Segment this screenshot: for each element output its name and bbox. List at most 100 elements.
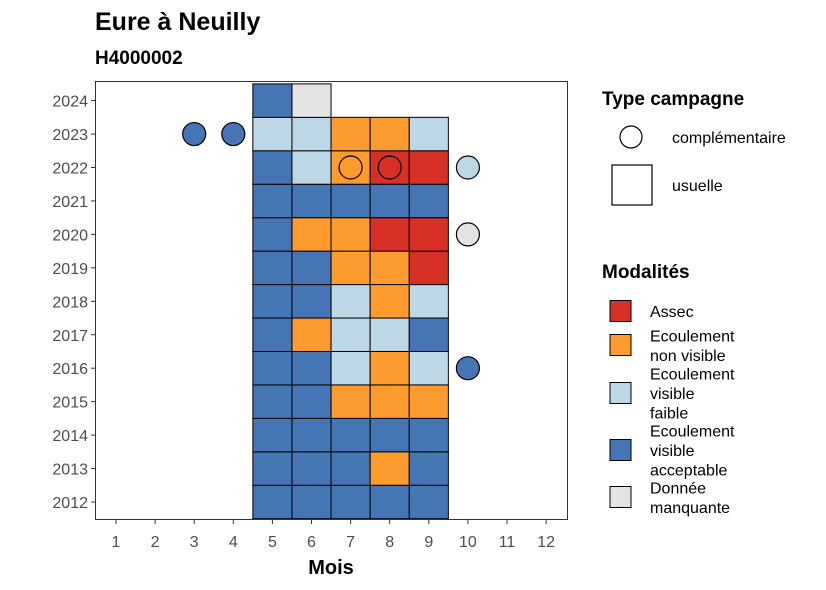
cell-2022-5: [252, 150, 293, 185]
cell-2019-8: [369, 250, 410, 286]
cell-2021-7: [330, 183, 371, 219]
cell-2012-7: [330, 484, 371, 520]
cell-2018-7: [330, 284, 371, 319]
cell-2019-5: [252, 250, 293, 286]
cell-2013-5: [252, 451, 293, 486]
y-tick-label: 2015: [52, 395, 88, 412]
cell-2014-5: [252, 417, 293, 453]
cell-2017-9: [408, 317, 449, 352]
cell-2020-6: [291, 217, 332, 252]
legend-swatch-faible: [609, 382, 632, 404]
cell-2024-5: [252, 83, 293, 118]
point-2022-8: [377, 155, 402, 180]
cell-2016-6: [291, 350, 332, 386]
cell-2014-8: [369, 417, 410, 453]
cell-2014-9: [408, 417, 449, 453]
plot-panel: [95, 81, 568, 520]
y-tick-label: 2021: [52, 194, 88, 211]
legend-modalite-label: visible: [650, 443, 695, 460]
cell-2012-5: [252, 484, 293, 520]
x-tick-label: 5: [268, 534, 277, 551]
point-2020-10: [455, 222, 480, 247]
y-tick-label: 2013: [52, 462, 88, 479]
y-tick-label: 2012: [52, 495, 88, 512]
point-2016-10: [455, 356, 480, 381]
point-2023-4: [221, 121, 246, 147]
point-2022-10: [455, 155, 480, 180]
legend-campagne-label: usuelle: [672, 178, 723, 195]
cell-2015-7: [330, 384, 371, 419]
y-tick-label: 2017: [52, 328, 88, 345]
legend-modalites: Modalités Assec Ecoulement non visible Ecou…: [602, 262, 735, 517]
x-tick-label: 11: [499, 534, 516, 551]
cell-2015-6: [291, 384, 332, 419]
legend-modalite-label: visible: [650, 386, 695, 403]
cell-2019-7: [330, 250, 371, 286]
legend-modalite-label: acceptable: [650, 463, 727, 480]
legend-square-key: [611, 164, 653, 206]
x-axis: 1 2 3 4 5 6 7 8 9 10 11 12: [112, 520, 555, 551]
cell-2013-7: [330, 451, 371, 486]
cell-2014-6: [291, 417, 332, 453]
x-tick-label: 4: [229, 534, 238, 551]
cell-2023-6: [291, 116, 332, 152]
cell-2015-8: [369, 384, 410, 419]
cell-2013-6: [291, 451, 332, 486]
y-tick-label: 2023: [52, 127, 88, 144]
legend-campagne-label: complémentaire: [672, 130, 786, 147]
legend-swatch-non_visible: [609, 334, 632, 356]
cell-2023-7: [330, 116, 371, 152]
cell-2013-9: [408, 451, 449, 486]
legend-campagne-title: Type campagne: [602, 89, 744, 110]
cell-2017-8: [369, 317, 410, 352]
cell-2021-5: [252, 183, 293, 219]
cell-2016-8: [369, 350, 410, 386]
cell-2012-8: [369, 484, 410, 520]
cell-2019-9: [408, 250, 449, 286]
cell-2016-5: [252, 350, 293, 386]
complementary-points: [182, 121, 480, 381]
cell-2020-8: [369, 217, 410, 252]
cell-2015-5: [252, 384, 293, 419]
cell-2022-6: [291, 150, 332, 185]
x-tick-label: 10: [459, 534, 477, 551]
cell-2022-9: [408, 150, 449, 185]
y-axis: 2012 2013 2014 2015 2016 2017 2018 2019 2020 2021…: [52, 94, 95, 512]
x-tick-label: 9: [424, 534, 433, 551]
cell-2014-7: [330, 417, 371, 453]
cell-2020-7: [330, 217, 371, 252]
cell-2016-9: [408, 350, 449, 386]
cell-2015-9: [408, 384, 449, 419]
cell-2012-6: [291, 484, 332, 520]
point-2022-7: [338, 155, 363, 180]
cell-2017-6: [291, 317, 332, 352]
chart-subtitle: H4000002: [95, 48, 183, 69]
chart-title: Eure à Neuilly: [95, 8, 260, 36]
cell-2018-9: [408, 284, 449, 319]
legend-swatch-assec: [609, 300, 632, 322]
cell-2021-8: [369, 183, 410, 219]
legend-swatch-manquante: [609, 486, 632, 508]
x-tick-label: 3: [190, 534, 199, 551]
cell-2019-6: [291, 250, 332, 286]
cell-2021-9: [408, 183, 449, 219]
legend-modalite-label: Donnée: [650, 480, 706, 497]
y-tick-label: 2022: [52, 161, 88, 178]
legend-modalite-label: Assec: [650, 304, 694, 321]
cell-2020-5: [252, 217, 293, 252]
y-tick-label: 2024: [52, 94, 88, 111]
x-tick-label: 2: [151, 534, 160, 551]
cell-2018-5: [252, 284, 293, 319]
y-tick-label: 2016: [52, 361, 88, 378]
x-axis-title: Mois: [308, 557, 354, 579]
legend-modalites-title: Modalités: [602, 262, 690, 283]
legend-circle-key: [619, 125, 643, 149]
heatmap-cells: [252, 83, 449, 520]
y-tick-label: 2020: [52, 227, 88, 244]
cell-2021-6: [291, 183, 332, 219]
legend-modalite-label: Ecoulement: [650, 328, 735, 345]
legend-modalite-label: Ecoulement: [650, 367, 735, 384]
legend-campagne: Type campagne complémentaire usuelle: [602, 89, 786, 206]
point-2023-3: [182, 121, 207, 147]
